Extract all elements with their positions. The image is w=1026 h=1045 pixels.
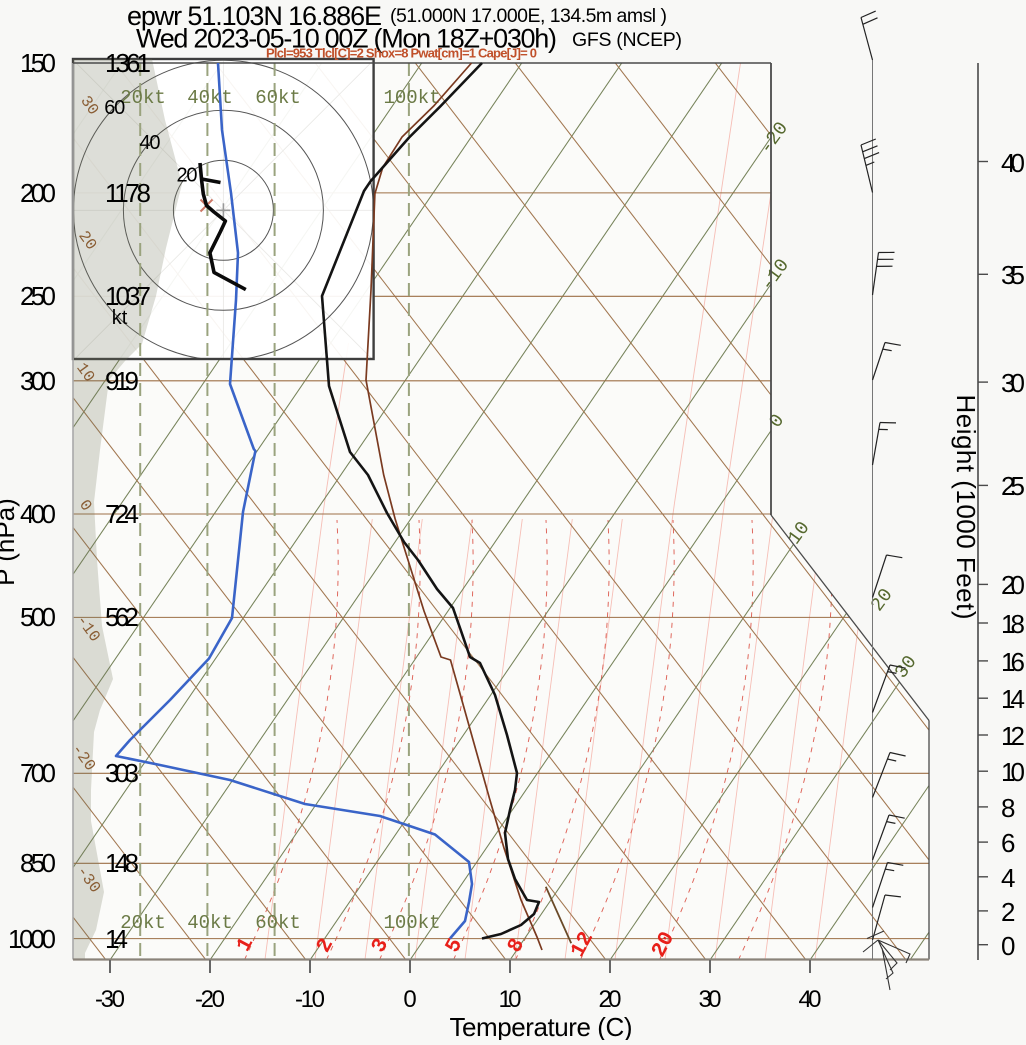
- svg-text:300: 300: [20, 366, 56, 396]
- svg-text:20: 20: [1001, 570, 1025, 600]
- svg-text:GFS (NCEP): GFS (NCEP): [572, 29, 682, 51]
- svg-text:148: 148: [105, 848, 139, 878]
- svg-text:562: 562: [105, 602, 139, 632]
- svg-text:700: 700: [20, 758, 56, 788]
- svg-text:35: 35: [1001, 260, 1025, 290]
- svg-text:10: 10: [1001, 757, 1025, 787]
- svg-text:40: 40: [799, 986, 822, 1013]
- svg-text:100kt: 100kt: [383, 912, 440, 934]
- svg-text:30: 30: [699, 986, 722, 1013]
- svg-text:12: 12: [1001, 721, 1025, 751]
- svg-text:kt: kt: [112, 307, 128, 329]
- svg-text:14: 14: [105, 924, 128, 954]
- svg-text:40: 40: [140, 132, 161, 154]
- svg-text:2: 2: [1001, 897, 1015, 927]
- svg-text:Plcl=953 Tlcl[C]=2 Shox=8 Pwat: Plcl=953 Tlcl[C]=2 Shox=8 Pwat[cm]=1 Cap…: [266, 46, 537, 61]
- svg-text:-30: -30: [95, 986, 125, 1013]
- svg-text:100kt: 100kt: [383, 87, 440, 109]
- svg-text:6: 6: [1001, 828, 1015, 858]
- svg-text:200: 200: [20, 178, 56, 208]
- svg-text:14: 14: [1001, 684, 1025, 714]
- svg-text:20: 20: [177, 165, 198, 187]
- svg-text:303: 303: [105, 758, 139, 788]
- svg-text:0: 0: [403, 986, 416, 1013]
- svg-text:500: 500: [20, 602, 56, 632]
- svg-text:40kt: 40kt: [187, 87, 233, 109]
- svg-text:40kt: 40kt: [187, 912, 233, 934]
- svg-text:10: 10: [499, 986, 522, 1013]
- svg-text:850: 850: [20, 848, 56, 878]
- svg-text:250: 250: [20, 281, 56, 311]
- svg-text:1000: 1000: [8, 924, 56, 954]
- svg-text:724: 724: [105, 499, 139, 529]
- svg-text:Temperature (C): Temperature (C): [450, 1012, 633, 1040]
- svg-text:400: 400: [20, 499, 56, 529]
- svg-text:25: 25: [1001, 471, 1025, 501]
- svg-text:40: 40: [1001, 148, 1025, 178]
- svg-text:60: 60: [104, 97, 125, 119]
- svg-text:-10: -10: [295, 986, 325, 1013]
- svg-text:1178: 1178: [105, 178, 151, 208]
- svg-text:60kt: 60kt: [255, 912, 301, 934]
- svg-text:18: 18: [1001, 609, 1025, 639]
- svg-text:8: 8: [1001, 793, 1015, 823]
- svg-text:0: 0: [1001, 931, 1015, 961]
- svg-text:-20: -20: [195, 986, 225, 1013]
- svg-text:Height (1000 Feet): Height (1000 Feet): [951, 395, 981, 620]
- svg-text:4: 4: [1001, 863, 1015, 893]
- svg-text:16: 16: [1001, 647, 1025, 677]
- svg-text:P (hPa): P (hPa): [0, 498, 20, 586]
- svg-text:60kt: 60kt: [255, 87, 301, 109]
- svg-text:20: 20: [599, 986, 622, 1013]
- svg-text:30: 30: [1001, 368, 1025, 398]
- svg-text:20kt: 20kt: [120, 87, 166, 109]
- svg-text:150: 150: [20, 48, 56, 78]
- svg-text:919: 919: [105, 366, 139, 396]
